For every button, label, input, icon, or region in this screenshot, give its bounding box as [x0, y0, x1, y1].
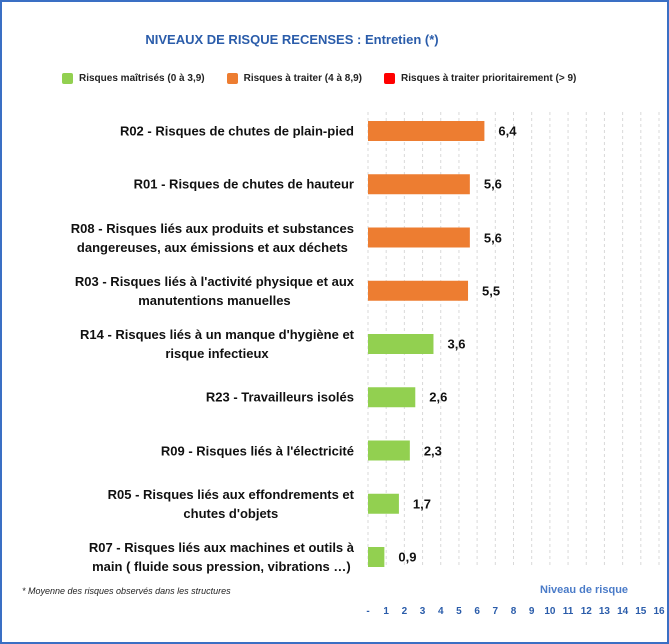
category-label: R03 - Risques liés à l'activité physique…	[75, 272, 354, 310]
value-label: 5,6	[483, 230, 502, 245]
value-label: 1,7	[412, 496, 431, 512]
x-tick-label: 8	[510, 606, 517, 617]
bar	[368, 334, 434, 354]
legend-item: Risques à traiter (4 à 8,9)	[226, 73, 363, 84]
category-text: R07 - Risques liés aux machines et outil…	[88, 540, 354, 574]
value-label: 6,4	[498, 123, 517, 139]
category-text: R05 - Risques liés aux effondrements et …	[107, 486, 354, 521]
legend-swatch	[62, 73, 73, 84]
category-text: R03 - Risques liés à l'activité physique…	[74, 273, 354, 308]
chart-title: NIVEAUX DE RISQUE RECENSES : Entretien (…	[145, 32, 439, 47]
x-tick-label: 15	[635, 606, 647, 617]
legend-label: Risques maîtrisés (0 à 3,9)	[79, 73, 205, 84]
legend-label: Risques à traiter (4 à 8,9)	[243, 73, 363, 84]
x-tick-label: 12	[580, 606, 592, 617]
legend-label: Risques à traiter prioritairement (> 9)	[401, 73, 577, 84]
x-tick-label: 7	[492, 606, 499, 617]
x-tick-label: -	[366, 606, 370, 617]
x-tick-label: 10	[544, 606, 556, 617]
x-tick-label: 13	[598, 606, 610, 617]
bar	[368, 440, 410, 461]
category-label: R02 - Risques de chutes de plain-pied	[120, 122, 354, 141]
x-tick-label: 14	[617, 606, 629, 617]
x-axis-label: Niveau de risque	[540, 584, 629, 596]
category-text: R14 - Risques liés à un manque d'hygiène…	[80, 327, 354, 361]
category-text: R09 - Risques liés à l'électricité	[160, 443, 354, 458]
bar	[368, 280, 469, 301]
x-tick-label: 6	[474, 606, 480, 617]
value-label: 5,5	[482, 283, 501, 299]
category-label: R09 - Risques liés à l'électricité	[161, 441, 354, 460]
legend: Risques maîtrisés (0 à 3,9) Risques à tra…	[62, 73, 576, 84]
x-tick-label: 3	[419, 606, 426, 617]
value-label: 2,6	[429, 389, 448, 405]
x-tick-label: 16	[653, 606, 665, 617]
bar	[368, 547, 385, 567]
bar	[368, 493, 399, 514]
bar	[368, 121, 485, 141]
category-label: R05 - Risques liés aux effondrements et …	[108, 485, 354, 523]
x-tick-label: 2	[401, 606, 408, 617]
value-label: 0,9	[398, 549, 417, 565]
x-tick-label: 5	[456, 606, 462, 617]
category-label: R08 - Risques liés aux produits et subst…	[71, 219, 354, 257]
value-label: 5,6	[483, 176, 502, 192]
legend-item: Risques maîtrisés (0 à 3,9)	[62, 73, 205, 84]
bar	[368, 174, 470, 195]
category-label: R23 - Travailleurs isolés	[206, 388, 354, 407]
x-tick-label: 1	[383, 606, 389, 617]
legend-swatch	[384, 73, 396, 84]
legend-swatch	[226, 73, 238, 84]
category-text: R01 - Risques de chutes de hauteur	[133, 176, 354, 192]
value-label: 3,6	[447, 336, 466, 352]
footnote: * Moyenne des risques observés dans les …	[22, 586, 231, 596]
x-tick-label: 4	[437, 606, 444, 617]
category-label: R01 - Risques de chutes de hauteur	[134, 175, 354, 194]
x-tick-label: 11	[562, 606, 574, 617]
legend-item: Risques à traiter prioritairement (> 9)	[384, 73, 576, 84]
category-text: R23 - Travailleurs isolés	[205, 389, 354, 405]
value-label: 2,3	[423, 443, 442, 458]
category-label: R07 - Risques liés aux machines et outil…	[89, 538, 354, 576]
category-label: R14 - Risques liés à un manque d'hygiène…	[80, 325, 354, 363]
category-text: R08 - Risques liés aux produits et subst…	[70, 220, 354, 255]
bar	[368, 387, 416, 408]
category-text: R02 - Risques de chutes de plain-pied	[119, 123, 354, 139]
x-tick-label: 9	[528, 606, 535, 617]
bar	[368, 227, 470, 248]
